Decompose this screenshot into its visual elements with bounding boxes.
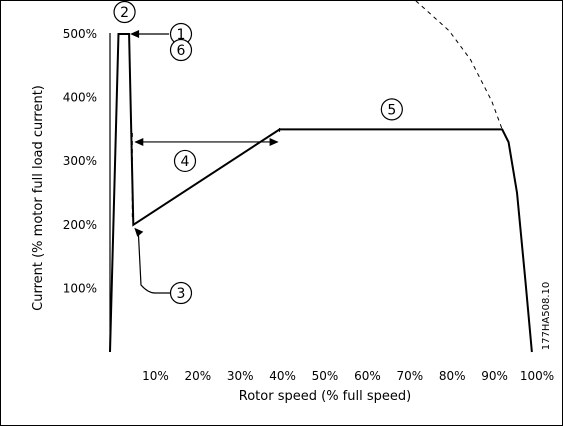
callout-number: 2 <box>120 5 129 21</box>
y-tick-label: 100% <box>63 281 97 295</box>
callout-circle <box>169 38 193 62</box>
callout-circle <box>380 98 403 121</box>
series-layer <box>109 0 533 353</box>
available-current-curve <box>414 0 503 130</box>
x-tick-label: 20% <box>184 369 211 383</box>
x-tick-label: 70% <box>396 369 423 383</box>
x-tick-label: 10% <box>142 369 169 383</box>
y-tick-label: 300% <box>63 154 97 168</box>
x-tick-label: 30% <box>227 369 254 383</box>
callout-number: 5 <box>387 102 396 118</box>
y-axis-title: Current (% motor full load current) <box>31 85 46 311</box>
callout-5: 5 <box>380 98 403 121</box>
y-tick-label: 400% <box>63 91 97 105</box>
callout-number: 4 <box>181 154 190 170</box>
callout-3: 3 <box>169 281 193 305</box>
callout-3-arrowhead <box>134 227 144 237</box>
figure-code: 177HA508.10 <box>541 282 552 350</box>
y-tick-labels: 100%200%300%400%500%600%700% <box>63 27 97 295</box>
callout-3-leader <box>137 231 170 294</box>
x-tick-label: 50% <box>312 369 339 383</box>
x-tick-label: 90% <box>481 369 508 383</box>
y-tick-label: 200% <box>63 218 97 232</box>
callout-4-arrowhead-right <box>269 137 279 146</box>
callout-number: 6 <box>177 43 186 59</box>
x-tick-label: 100% <box>520 369 554 383</box>
motor-current-curve <box>109 33 533 353</box>
x-tick-labels: 10% 20% 30% 40% 50% 60% 70% 80% 90% 100% <box>142 369 554 383</box>
x-tick-label: 60% <box>354 369 381 383</box>
x-tick-label: 80% <box>439 369 466 383</box>
callout-number: 3 <box>177 286 186 302</box>
x-axis-title: Rotor speed (% full speed) <box>239 389 411 404</box>
callout-6: 6 <box>169 38 193 62</box>
callout-circle <box>169 281 193 305</box>
y-tick-label: 500% <box>63 27 97 41</box>
annotation-layer: 1 2 3 4 5 6 <box>113 0 403 305</box>
callout-circle <box>173 149 197 173</box>
callout-4: 4 <box>173 149 197 173</box>
callout-circle <box>113 0 136 24</box>
callout-1-arrowhead <box>130 30 140 38</box>
x-tick-label: 40% <box>269 369 296 383</box>
callout-2: 2 <box>113 0 136 24</box>
callout-4-arrowhead-left <box>134 137 144 146</box>
callout-number: 1 <box>177 27 186 43</box>
